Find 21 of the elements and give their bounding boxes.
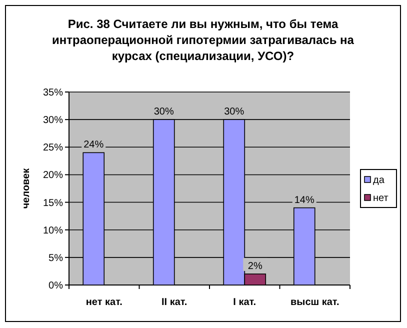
y-tick-label: 15%	[42, 198, 64, 209]
chart-title: Рис. 38 Считаете ли вы нужным, что бы тема интраоперационной гипотермии затрагивалась на курсах (специализации, УСО)?	[52, 17, 354, 63]
y-tick-label: 30%	[42, 115, 64, 126]
y-tick-label: 10%	[42, 225, 64, 236]
y-tick-label: 0%	[48, 280, 64, 292]
x-tick-label: нет кат.	[86, 297, 123, 308]
x-tick-label: высш кат.	[290, 297, 340, 308]
data-label: 14%	[294, 194, 314, 206]
legend-label: нет	[373, 193, 389, 204]
y-tick-label: 5%	[48, 252, 64, 264]
y-tick-label: 35%	[42, 88, 64, 98]
data-label: 30%	[224, 106, 244, 118]
x-tick-label: II кат.	[162, 297, 188, 308]
data-label: 24%	[84, 140, 104, 151]
y-tick-label: 25%	[42, 142, 64, 154]
y-tick-label: 20%	[42, 170, 64, 182]
data-label: 2%	[248, 260, 262, 272]
y-axis-title: человек	[21, 167, 32, 209]
data-label: 30%	[154, 106, 174, 118]
x-tick-label: I кат.	[233, 297, 256, 308]
legend-label: да	[373, 175, 385, 186]
